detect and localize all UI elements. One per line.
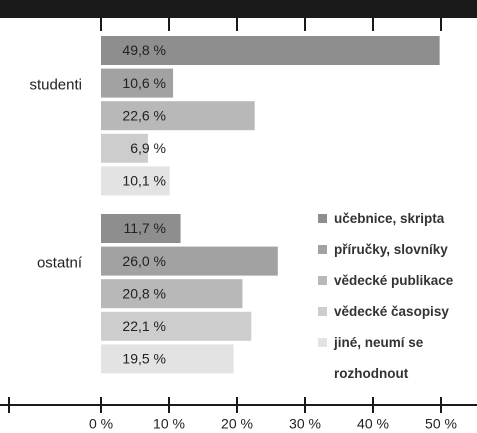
- legend-item: učebnice, skripta: [316, 203, 477, 234]
- legend-swatch: [318, 276, 327, 285]
- legend-swatch: [318, 307, 327, 316]
- x-tick-label: 0 %: [89, 416, 113, 432]
- legend-swatch: [318, 338, 327, 347]
- value-label: 49,8 %: [122, 42, 166, 58]
- value-label: 10,1 %: [122, 173, 166, 189]
- legend-label: příručky, slovníky: [334, 242, 448, 257]
- legend: učebnice, skripta příručky, slovníky vědec…: [316, 203, 477, 389]
- bar: [101, 36, 440, 65]
- value-label: 22,1 %: [122, 318, 166, 334]
- x-tick-label: 20 %: [221, 416, 253, 432]
- value-label: 11,7 %: [123, 220, 166, 236]
- legend-label: vědecké publikace: [334, 273, 454, 288]
- legend-item: vědecké časopisy: [316, 296, 477, 327]
- group-label: ostatní: [37, 255, 83, 272]
- value-label: 10,6 %: [122, 75, 166, 91]
- legend-label: jiné, neumí se rozhodnout: [334, 335, 424, 381]
- bar: [101, 246, 278, 276]
- legend-swatch: [318, 245, 327, 254]
- value-label: 6,9 %: [130, 140, 166, 156]
- bar: [101, 101, 255, 131]
- top-band: [0, 0, 477, 18]
- value-label: 19,5 %: [122, 351, 166, 367]
- bar: [101, 344, 234, 374]
- legend-item: vědecké publikace: [316, 265, 477, 296]
- legend-label: vědecké časopisy: [334, 304, 449, 319]
- x-tick-label: 40 %: [357, 416, 389, 432]
- group-label: studenti: [29, 77, 82, 94]
- value-label: 26,0 %: [122, 253, 166, 269]
- x-tick-label: 10 %: [153, 416, 185, 432]
- bar: [101, 166, 170, 196]
- x-tick-label: 30 %: [289, 416, 321, 432]
- x-tick-label: 50 %: [425, 416, 457, 432]
- legend-item: příručky, slovníky: [316, 234, 477, 265]
- bar: [101, 68, 174, 98]
- bar: [101, 133, 148, 163]
- legend-label: učebnice, skripta: [334, 211, 445, 226]
- value-label: 20,8 %: [122, 285, 166, 301]
- bar: [101, 279, 243, 309]
- bar: [101, 311, 252, 341]
- legend-swatch: [318, 214, 327, 223]
- value-label: 22,6 %: [122, 107, 166, 123]
- legend-item: jiné, neumí se rozhodnout: [316, 327, 477, 389]
- bar: [101, 214, 181, 243]
